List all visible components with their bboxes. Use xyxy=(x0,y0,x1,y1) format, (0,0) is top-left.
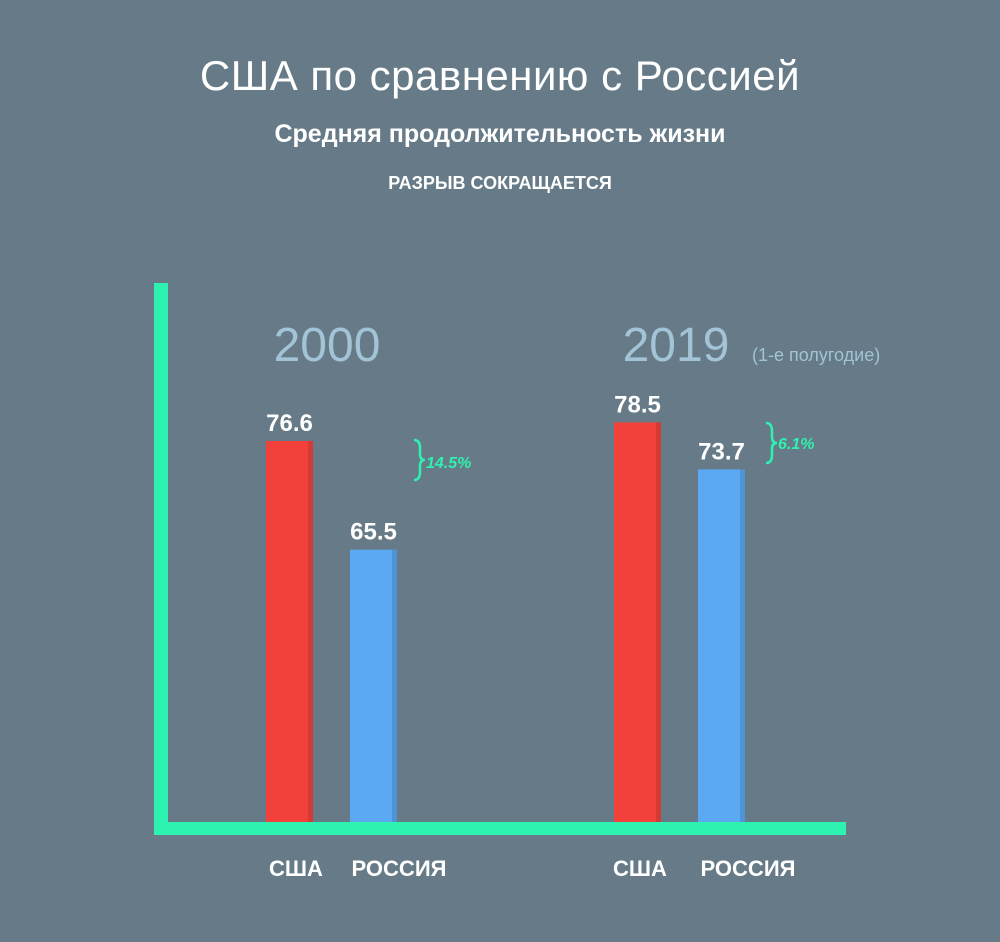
year-label-2000: 2000 xyxy=(274,319,381,372)
chart-subtitle: Средняя продолжительность жизни xyxy=(274,120,726,148)
data-label-russia-2000: 65.5 xyxy=(350,519,397,546)
year-label-2019: 2019 xyxy=(623,319,730,372)
gap-brace-2000 xyxy=(413,438,426,482)
bar-shade-usa-2019 xyxy=(656,422,661,822)
gap-label-2000: 14.5% xyxy=(426,455,471,472)
bar-usa-2000 xyxy=(266,441,313,822)
chart-title: США по сравнению с Россией xyxy=(199,52,801,99)
x-tick-label-1: РОССИЯ xyxy=(352,856,447,881)
x-axis-line xyxy=(154,822,846,835)
bar-russia-2000 xyxy=(350,549,397,822)
y-axis-line xyxy=(154,283,168,834)
bar-russia-2019 xyxy=(698,469,745,822)
bar-shade-russia-2019 xyxy=(740,469,745,822)
year-note-2019: (1-е полугодие) xyxy=(752,345,880,365)
bar-shade-russia-2000 xyxy=(392,549,397,822)
x-tick-label-3: РОССИЯ xyxy=(701,856,796,881)
gap-label-2019: 6.1% xyxy=(778,436,814,453)
x-tick-label-2: США xyxy=(613,856,667,881)
data-label-usa-2019: 78.5 xyxy=(614,391,661,418)
bar-shade-usa-2000 xyxy=(308,441,313,822)
chart-tagline: РАЗРЫВ СОКРАЩАЕТСЯ xyxy=(388,173,612,193)
x-tick-label-0: США xyxy=(269,856,323,881)
data-label-usa-2000: 76.6 xyxy=(266,410,313,437)
data-label-russia-2019: 73.7 xyxy=(698,438,745,465)
gap-brace-2019 xyxy=(765,421,778,465)
bar-usa-2019 xyxy=(614,422,661,822)
